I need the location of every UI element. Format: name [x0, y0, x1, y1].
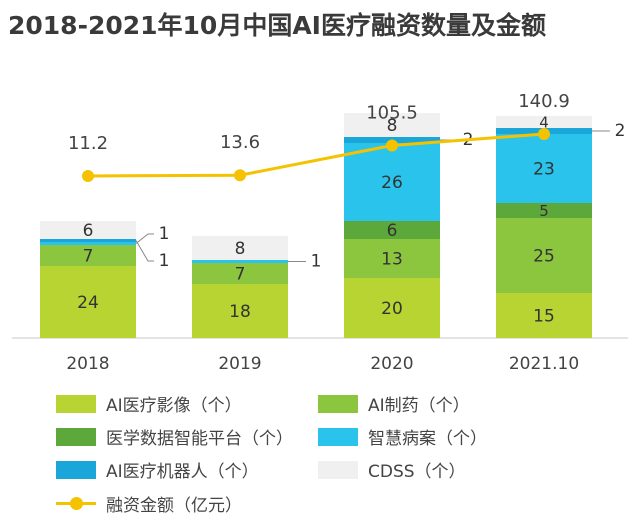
x-tick-label: 2018 [66, 354, 109, 374]
funding-point [538, 128, 550, 140]
legend-label: AI医疗影像（个） [106, 391, 242, 416]
segment-label: 6 [387, 221, 398, 241]
legend-label: 融资金额（亿元） [106, 491, 242, 516]
segment-label: 6 [83, 221, 94, 241]
leader-line [136, 234, 154, 244]
legend-label: 医学数据智能平台（个） [106, 424, 293, 449]
segment-label: 13 [381, 250, 403, 270]
x-tick-label: 2020 [370, 354, 413, 374]
legend-label: CDSS（个） [368, 457, 466, 482]
legend-label: 智慧病案（个） [368, 424, 487, 449]
chart-svg: 2471161871820136262815255232411.2 13.6105… [0, 0, 640, 529]
segment-label: 7 [83, 247, 94, 267]
bar-segment [192, 260, 288, 263]
legend-swatch-ai-imaging [56, 395, 96, 413]
legend-swatch-smart-records [318, 428, 358, 446]
funding-label: 11.2 [68, 133, 108, 154]
segment-label: 25 [533, 247, 555, 267]
segment-label: 1 [159, 251, 170, 271]
funding-point [386, 139, 398, 151]
segment-label: 26 [381, 173, 403, 193]
legend-swatch-data-platform [56, 428, 96, 446]
segment-label: 20 [381, 299, 403, 319]
segment-label: 24 [77, 293, 99, 313]
funding-line [88, 134, 544, 176]
funding-point [234, 169, 246, 181]
legend-label: AI制药（个） [368, 391, 470, 416]
segment-label: 1 [159, 224, 170, 244]
segment-label: 1 [311, 252, 322, 272]
funding-label: 13.6 [220, 132, 260, 153]
x-tick-label: 2019 [218, 354, 261, 374]
legend-swatch-ai-pharma [318, 395, 358, 413]
segment-label: 15 [533, 307, 555, 327]
leader-line [136, 241, 154, 262]
bar-segment [40, 242, 136, 245]
funding-point [82, 170, 94, 182]
legend-swatch-cdss [318, 461, 358, 479]
segment-label: 2 [615, 121, 626, 141]
legend-swatch-robot [56, 461, 96, 479]
funding-label: 140.9 [518, 91, 570, 112]
x-tick-label: 2021.10 [509, 354, 579, 374]
segment-label: 5 [539, 202, 549, 220]
segment-label: 7 [235, 265, 246, 285]
segment-label: 23 [533, 160, 555, 180]
legend-label: AI医疗机器人（个） [106, 457, 259, 482]
funding-label: 105.5 [366, 102, 418, 123]
legend-dot-funding [70, 497, 83, 510]
segment-label: 18 [229, 302, 251, 322]
segment-label: 8 [235, 239, 246, 259]
